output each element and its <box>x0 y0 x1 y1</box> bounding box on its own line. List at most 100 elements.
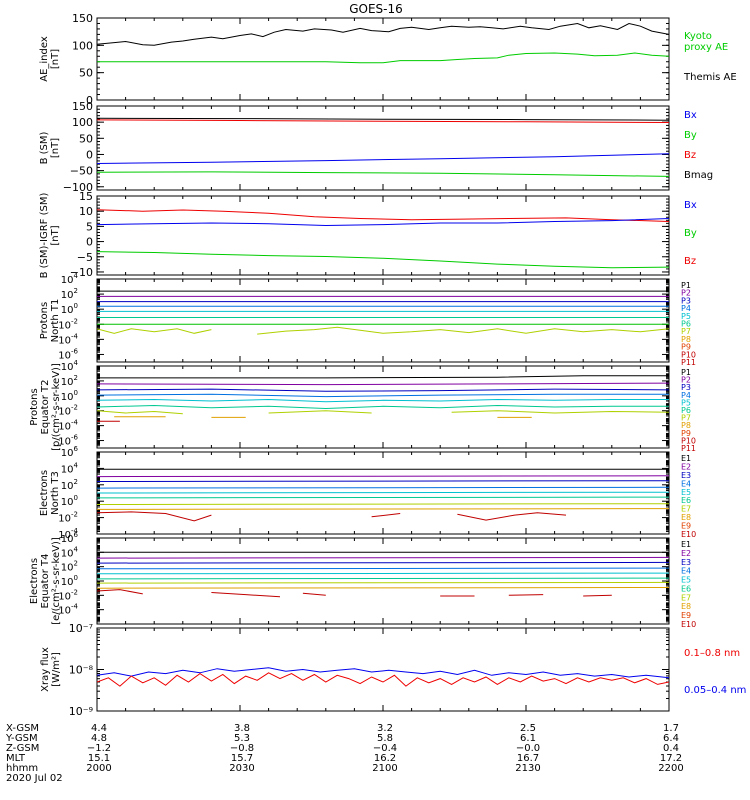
y-tick-exponent: 0 <box>74 574 78 582</box>
ephemeris-value-ygsm: 6.1 <box>520 733 536 744</box>
ephemeris-value-hhmm: 2130 <box>515 763 540 774</box>
y-tick-base: 10 <box>61 534 74 545</box>
y-tick-label: 10-4 <box>58 332 78 346</box>
y-tick-label: 15 <box>79 190 93 203</box>
legend-label: E2 <box>681 549 691 558</box>
legend-label: E4 <box>681 479 691 488</box>
y-tick-base: 10 <box>61 448 74 459</box>
y-tick-base: 10 <box>61 305 74 316</box>
legend-label: P8 <box>681 335 691 344</box>
y-tick-exponent: 2 <box>74 478 78 486</box>
y-tick-label: 106 <box>61 531 79 545</box>
y-axis-label: Equator T4 <box>40 554 51 609</box>
y-axis-label: B (SM)-IGRF (SM) <box>39 193 50 279</box>
y-tick-label: −10 <box>70 266 93 279</box>
legend-label: P1 <box>681 281 691 290</box>
y-tick-label: 100 <box>72 116 93 129</box>
y-tick-base: 10 <box>61 377 74 388</box>
y-tick-base: 10 <box>58 407 71 418</box>
y-tick-label: 10-6 <box>58 434 78 448</box>
series-line-1 <box>97 382 669 386</box>
y-tick-exponent: 4 <box>74 461 79 469</box>
legend-label: E1 <box>681 540 691 549</box>
ephemeris-value-mlt: 15.7 <box>231 753 253 764</box>
legend-label: 0.05–0.4 nm <box>684 685 746 696</box>
series-line-5 <box>97 496 669 499</box>
series-line-7 <box>257 326 669 335</box>
ephemeris-value-xgsm: 3.8 <box>234 723 250 734</box>
legend-label: By <box>684 130 697 141</box>
legend-label: E1 <box>681 454 691 463</box>
y-tick-label: −100 <box>63 181 93 194</box>
legend-label: Bz <box>684 256 696 267</box>
y-tick-label: 0 <box>86 236 93 249</box>
panel-data <box>97 667 669 687</box>
y-tick-base: 10 <box>58 606 71 617</box>
y-tick-base: 10 <box>61 563 74 574</box>
series-line-3 <box>97 486 669 489</box>
legend-label: P6 <box>681 406 691 415</box>
series-line-2 <box>97 480 669 482</box>
series-line-4 <box>97 398 669 403</box>
y-tick-base: 10 <box>61 481 74 492</box>
legend-label: E8 <box>681 513 691 522</box>
legend-label: E9 <box>681 522 691 531</box>
y-tick-label: 5 <box>86 220 93 233</box>
series-line-4 <box>97 572 669 575</box>
y-axis-label: [nT] <box>50 49 61 69</box>
ephemeris-value-xgsm: 1.7 <box>663 723 679 734</box>
series-line-0 <box>97 117 669 121</box>
legend-label: E4 <box>681 567 691 576</box>
y-tick-label: 50 <box>79 132 93 145</box>
legend-label: P4 <box>681 391 691 400</box>
y-axis-label: B (SM) <box>39 131 50 164</box>
legend-label: P7 <box>681 327 691 336</box>
series-line-6 <box>268 410 372 414</box>
legend-label: P4 <box>681 304 691 313</box>
legend-label: P11 <box>681 444 696 453</box>
legend-label: E3 <box>681 558 691 567</box>
y-tick-base: 10 <box>58 530 71 541</box>
ephemeris-row-label: MLT <box>6 753 26 764</box>
legend-label: E8 <box>681 602 691 611</box>
y-tick-base: 10 <box>61 497 74 508</box>
y-tick-base: 10 <box>58 591 71 602</box>
legend-label: P2 <box>681 376 691 385</box>
series-line-1 <box>97 556 669 559</box>
y-tick-label: 104 <box>61 272 79 286</box>
legend-label: P9 <box>681 429 691 438</box>
y-tick-base: 10 <box>61 392 74 403</box>
legend-label: 0.1–0.8 nm <box>684 648 740 659</box>
legend-label: P8 <box>681 421 691 430</box>
y-tick-label: 150 <box>72 12 93 25</box>
y-tick-label: 10-2 <box>58 317 78 331</box>
ephemeris-value-xgsm: 3.2 <box>377 723 393 734</box>
series-line-4 <box>97 491 669 494</box>
series-line-5 <box>97 404 669 410</box>
legend-label: Themis AE <box>683 72 737 83</box>
y-tick-label: 102 <box>61 560 78 574</box>
y-tick-label: 10-6 <box>58 347 78 361</box>
ephemeris-value-zgsm: −0.0 <box>516 743 540 754</box>
series-line-8 <box>583 594 612 597</box>
y-tick-label: 10-4 <box>58 419 78 433</box>
y-tick-base: 10 <box>61 548 74 559</box>
panel-data <box>97 117 669 177</box>
y-tick-label: 102 <box>61 374 78 388</box>
legend-label: Bmag <box>684 170 713 181</box>
panel-bdiff: −10 −5 0 5 10 15 B (SM)-IGRF (SM) [nT] Bx By Bz <box>39 190 697 279</box>
legend-label: P7 <box>681 414 691 423</box>
ephemeris-value-zgsm: −0.4 <box>373 743 397 754</box>
series-line-3 <box>97 567 669 570</box>
legend-label: P3 <box>681 296 691 305</box>
series-line-0 <box>97 209 669 222</box>
series-line-8 <box>302 592 326 596</box>
series-line-3 <box>97 171 669 177</box>
ephemeris-value-zgsm: −0.8 <box>230 743 254 754</box>
ephemeris-value-hhmm: 2200 <box>658 763 683 774</box>
y-tick-base: 10 <box>61 362 74 373</box>
legend-label: E10 <box>681 530 696 539</box>
ephemeris-row-label: X-GSM <box>6 723 39 734</box>
y-tick-exponent: -4 <box>71 332 79 340</box>
